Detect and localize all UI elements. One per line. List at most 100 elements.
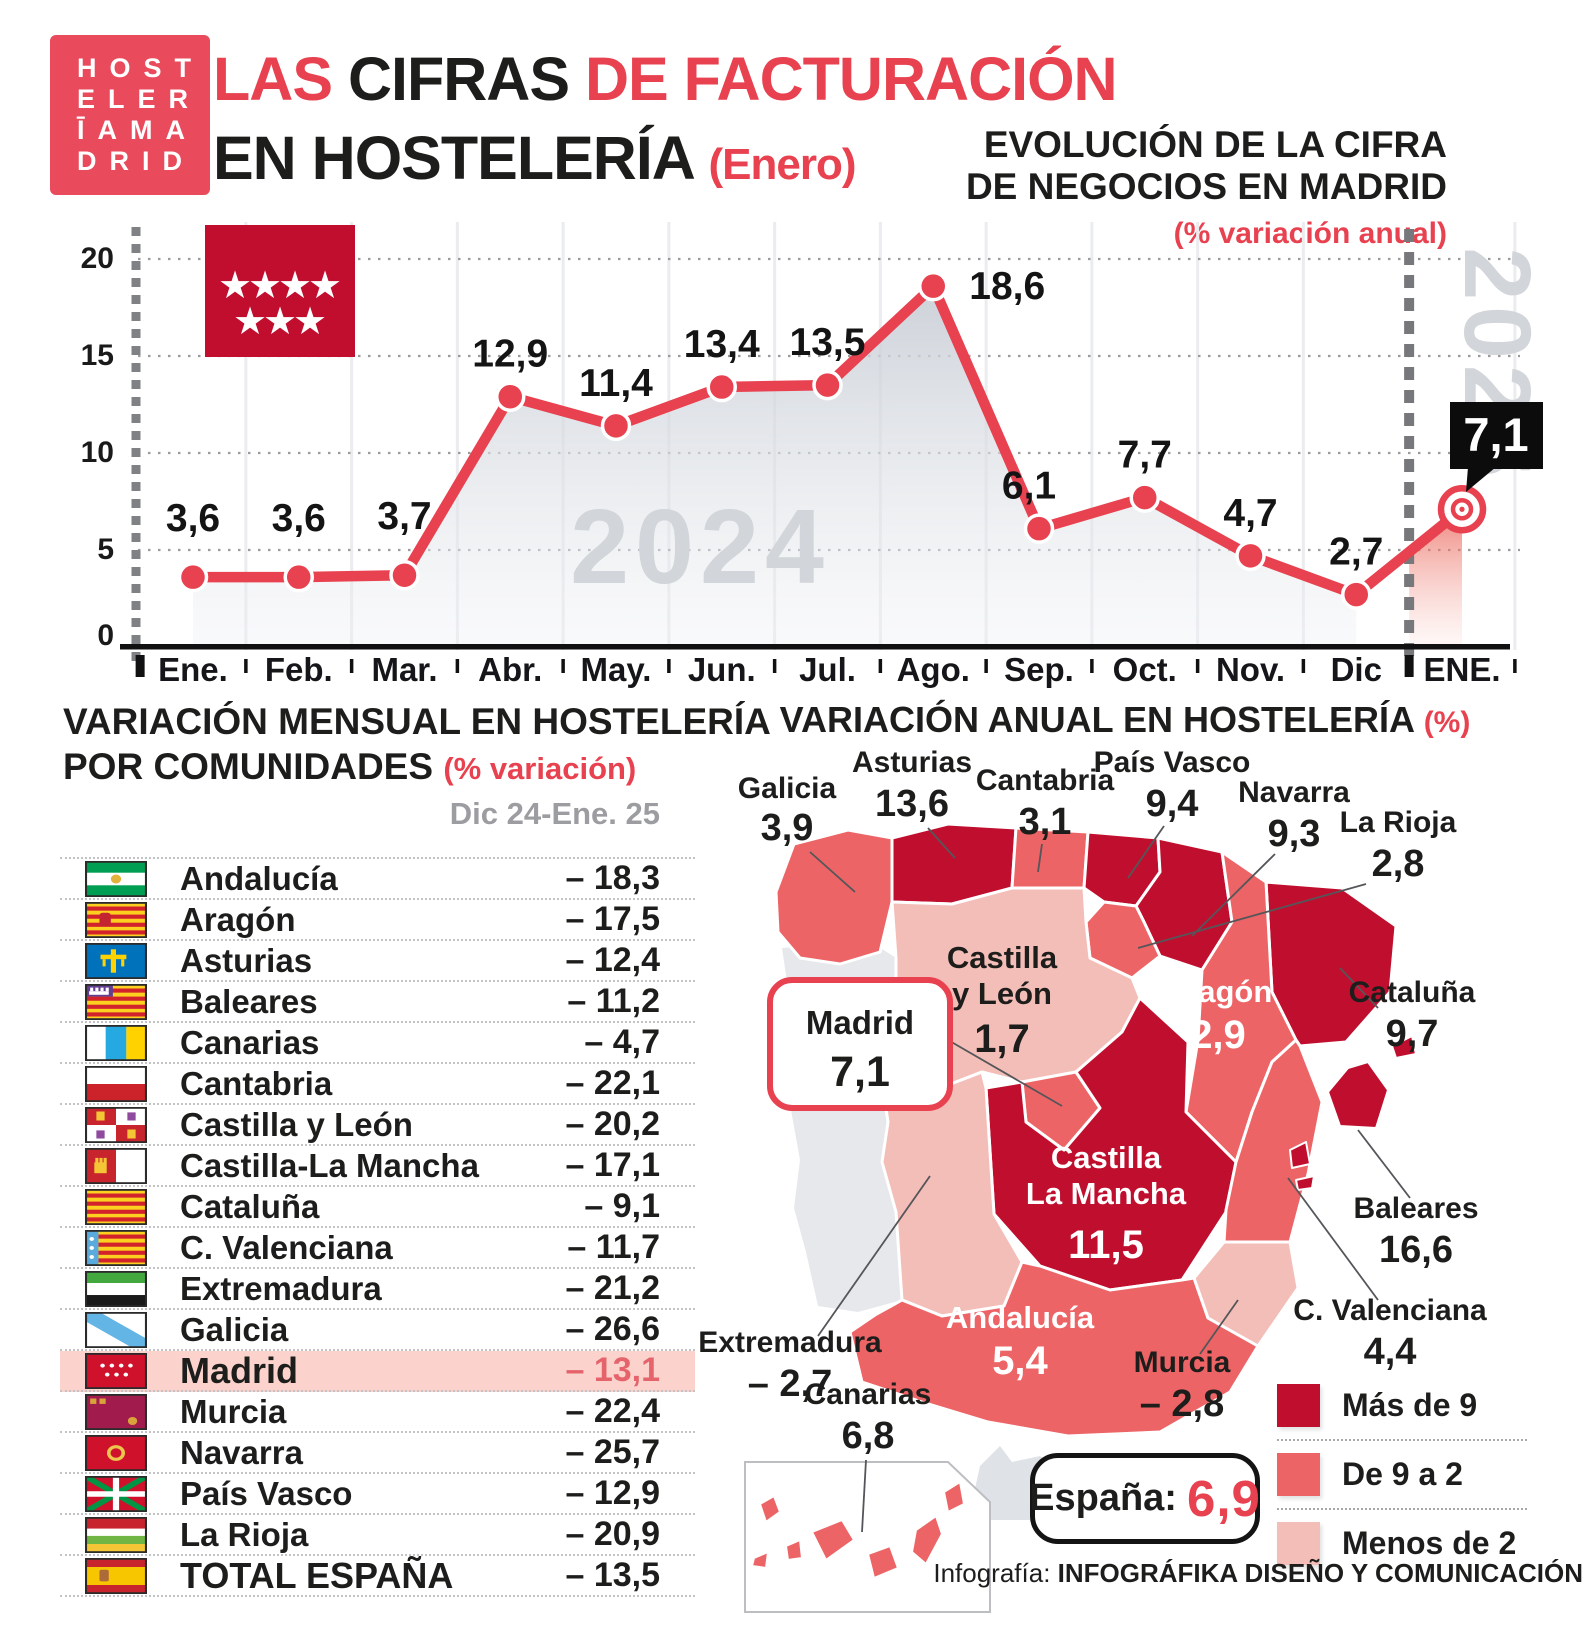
x-axis — [120, 644, 1510, 650]
value-label: 11,4 — [579, 362, 653, 405]
legend-label: De 9 a 2 — [1342, 1456, 1463, 1492]
region-name: Aragón — [180, 900, 296, 938]
map-value-navarra: 9,3 — [1268, 813, 1321, 855]
x-tick-label: Feb. — [265, 651, 333, 688]
spain-total-value: 6,9 — [1186, 1470, 1261, 1527]
table-row-castilla-mancha: Castilla-La Mancha – 17,1 — [60, 1146, 695, 1187]
legend-label: Menos de 2 — [1342, 1525, 1517, 1561]
map-region-baleares — [1391, 1035, 1417, 1059]
x-tick-label: Mar. — [371, 651, 437, 688]
value-label: 13,5 — [790, 321, 866, 364]
table-title-line-1: VARIACIÓN MENSUAL EN HOSTELERÍA — [63, 701, 771, 742]
region-name: Extremadura — [180, 1269, 382, 1307]
map-value-galicia: 3,9 — [761, 807, 814, 849]
table-row-extremadura: Extremadura – 21,2 — [60, 1269, 695, 1310]
map-label-c-valenciana: C. Valenciana — [1293, 1294, 1487, 1327]
map-label-andalucia: Andalucía — [946, 1300, 1095, 1335]
map-title: VARIACIÓN ANUAL EN HOSTELERÍA (%) — [779, 699, 1471, 740]
chart-title-line-1: EVOLUCIÓN DE LA CIFRA — [983, 124, 1447, 165]
map-label-extremadura: Extremadura — [698, 1326, 882, 1359]
x-tick-label: Ago. — [897, 651, 970, 688]
legend-swatch-icon — [1277, 1384, 1320, 1427]
table-row-cantabria: Cantabria – 22,1 — [60, 1064, 695, 1105]
y-tick-label: 5 — [97, 533, 114, 566]
map-label-cantabria: Cantabria — [976, 764, 1115, 797]
table-row-la-rioja: La Rioja – 20,9 — [60, 1515, 695, 1556]
table-row-aragon: Aragón – 17,5 — [60, 900, 695, 941]
map-value-castilla-leon: 1,7 — [974, 1017, 1030, 1061]
svg-text:★: ★ — [263, 301, 297, 343]
data-point — [1129, 482, 1160, 513]
region-name: País Vasco — [180, 1474, 353, 1512]
table-row-pais-vasco: País Vasco – 12,9 — [60, 1474, 695, 1515]
region-value: – 12,9 — [565, 1474, 660, 1512]
table-row-galicia: Galicia – 26,6 — [60, 1310, 695, 1351]
value-label: 2,7 — [1329, 531, 1383, 574]
region-value: – 20,9 — [565, 1515, 660, 1553]
map-region-canarias — [943, 1481, 965, 1513]
region-value: – 17,5 — [565, 900, 660, 938]
region-value: – 13,1 — [565, 1351, 660, 1389]
logo-text-row: DRID — [77, 146, 195, 176]
region-value: – 4,7 — [584, 1023, 660, 1061]
map-label-baleares: Baleares — [1353, 1192, 1478, 1225]
map-region-canarias — [811, 1519, 855, 1561]
chart-title-line-2: DE NEGOCIOS EN MADRID — [965, 166, 1447, 207]
map-value-aragon: 2,9 — [1190, 1013, 1246, 1057]
region-value: – 11,7 — [567, 1228, 660, 1266]
map-legend: Más de 9 De 9 a 2 Menos de 2 — [1277, 1372, 1527, 1577]
data-point — [918, 270, 949, 302]
map-value-murcia: – 2,8 — [1140, 1383, 1225, 1425]
region-name: Canarias — [180, 1023, 320, 1061]
table-row-canarias: Canarias – 4,7 — [60, 1023, 695, 1064]
svg-text:★: ★ — [293, 301, 327, 343]
region-name: Castilla-La Mancha — [180, 1146, 479, 1184]
flag-pais-vasco-icon — [85, 1475, 147, 1512]
spain-total-box: España: 6,9 — [1029, 1453, 1261, 1544]
table-row-cataluna: Cataluña – 9,1 — [60, 1187, 695, 1228]
final-value-callout — [1450, 402, 1543, 469]
page-title: LAS CIFRAS DE FACTURACIÓN EN HOSTELERÍA … — [213, 40, 1118, 204]
leader-line-la-rioja — [1137, 883, 1367, 949]
madrid-callout-box — [767, 977, 953, 1111]
map-label-la-rioja: La Rioja — [1340, 806, 1457, 839]
data-point — [706, 371, 737, 403]
table-title: VARIACIÓN MENSUAL EN HOSTELERÍA POR COMU… — [63, 699, 771, 791]
map-value-cantabria: 3,1 — [1019, 801, 1072, 843]
map-region-canarias — [751, 1551, 769, 1569]
legend-item-high: Más de 9 — [1277, 1372, 1527, 1439]
region-name: La Rioja — [180, 1515, 309, 1553]
region-name: Baleares — [180, 982, 318, 1020]
hosteleria-madrid-logo: HOST ELER ĪAMA DRID — [50, 35, 210, 195]
map-label-castilla-leon: y León — [952, 976, 1052, 1011]
svg-text:★: ★ — [218, 265, 252, 307]
map-label-galicia: Galicia — [738, 772, 837, 805]
map-label-pais-vasco: País Vasco — [1094, 746, 1251, 779]
canarias-inset-box — [744, 1461, 991, 1613]
leader-line-galicia — [809, 851, 856, 893]
x-tick-label: ENE. — [1423, 651, 1500, 688]
value-label: 3,7 — [377, 495, 431, 538]
leader-line-baleares — [1357, 1129, 1411, 1199]
y-tick-label: 20 — [81, 242, 114, 275]
x-tick-label: Sep. — [1004, 651, 1074, 688]
flag-castilla-leon-icon — [85, 1106, 147, 1143]
data-point — [812, 369, 843, 401]
table-row-asturias: Asturias – 12,4 — [60, 941, 695, 982]
flag-madrid-icon — [85, 1352, 147, 1389]
legend-swatch-icon — [1277, 1453, 1320, 1496]
map-value-madrid: 7,1 — [830, 1048, 890, 1096]
data-point — [1235, 540, 1266, 572]
data-point — [1023, 513, 1055, 544]
flag-c-valenciana-icon — [85, 1229, 147, 1266]
region-name: TOTAL ESPAÑA — [180, 1554, 454, 1596]
map-value-asturias: 13,6 — [875, 783, 949, 825]
region-value: – 20,2 — [565, 1105, 660, 1143]
region-value: – 13,5 — [565, 1556, 660, 1594]
flag-baleares-icon — [85, 983, 147, 1020]
communities-table: Andalucía – 18,3 Aragón – 17,5 Asturias – 12,… — [60, 857, 695, 1597]
region-name: Andalucía — [180, 859, 338, 897]
leader-line-murcia — [1199, 1299, 1239, 1355]
value-label: 4,7 — [1223, 492, 1277, 535]
